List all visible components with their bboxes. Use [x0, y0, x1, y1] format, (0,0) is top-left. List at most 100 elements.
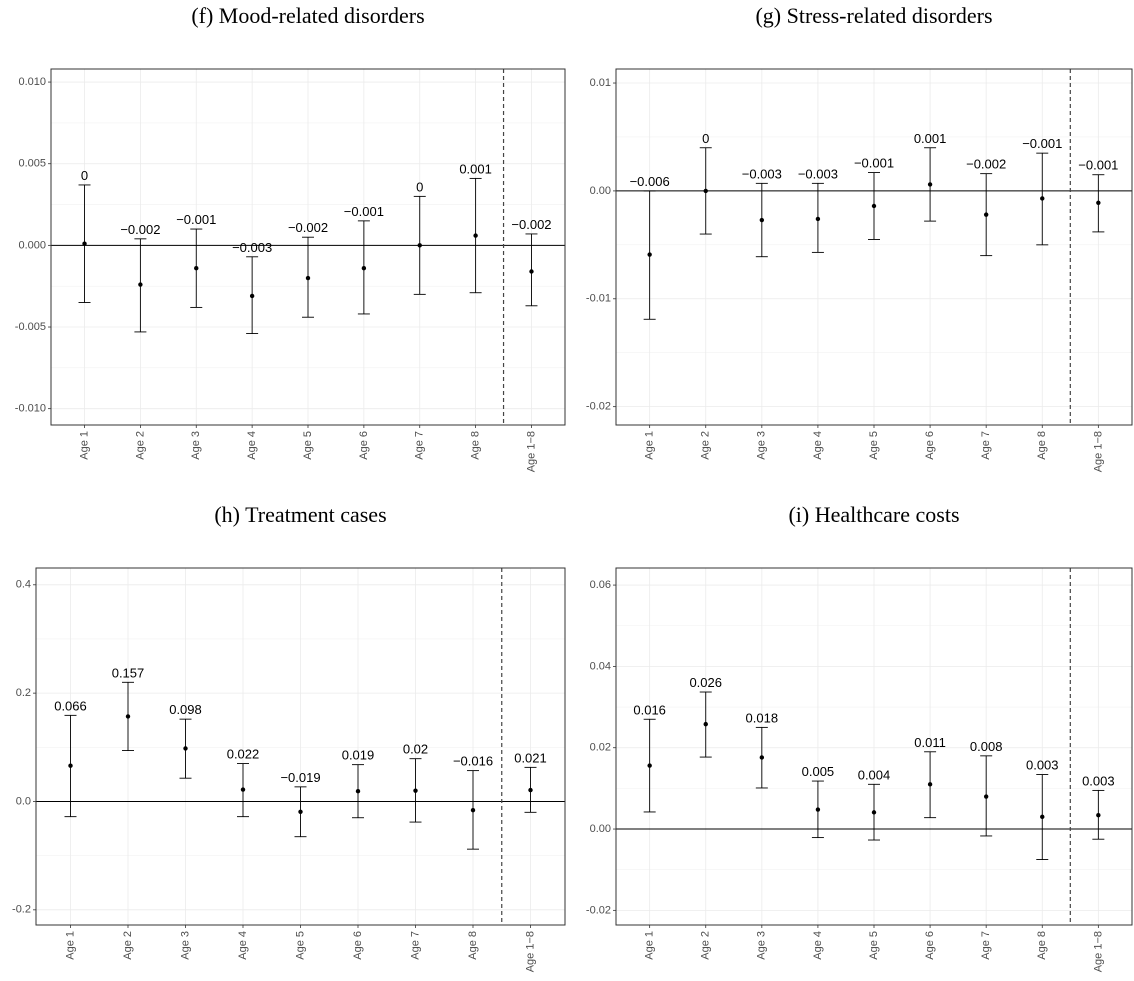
- point: [1040, 814, 1045, 820]
- value-label: 0.021: [514, 750, 547, 765]
- point: [82, 241, 87, 246]
- value-label: 0.022: [227, 747, 260, 762]
- point: [759, 755, 765, 760]
- point: [473, 233, 478, 238]
- point: [927, 182, 933, 187]
- value-label: −0.019: [280, 770, 320, 785]
- x-tick-label: Age 4: [237, 931, 249, 960]
- point: [298, 809, 303, 814]
- point: [647, 252, 652, 257]
- x-tick-label: Age 8: [467, 931, 479, 960]
- point: [1096, 200, 1101, 205]
- y-tick-label: -0.02: [586, 401, 611, 413]
- x-tick-label: Age 8: [1036, 931, 1048, 960]
- x-tick-label: Age 1: [644, 931, 656, 960]
- point: [759, 217, 765, 223]
- point: [703, 188, 708, 194]
- value-label: −0.002: [120, 222, 160, 237]
- x-tick-label: Age 2: [122, 931, 134, 960]
- x-tick-label: Age 6: [358, 431, 370, 460]
- value-label: −0.001: [1022, 136, 1062, 151]
- value-label: 0.005: [802, 764, 835, 779]
- value-label: 0.004: [858, 767, 891, 782]
- y-tick-label: -0.010: [15, 403, 46, 415]
- value-label: 0.011: [914, 735, 946, 750]
- y-tick-label: -0.2: [12, 904, 31, 916]
- point: [470, 807, 476, 813]
- y-tick-label: 0.00: [590, 823, 611, 835]
- value-label: 0: [416, 179, 423, 194]
- x-tick-label: Age 8: [1036, 431, 1048, 460]
- x-tick-label: Age 7: [414, 431, 426, 460]
- x-tick-label: Age 7: [980, 931, 992, 960]
- y-tick-label: -0.02: [586, 904, 611, 916]
- x-tick-label: Age 4: [812, 931, 824, 960]
- point: [68, 763, 73, 768]
- point: [417, 243, 422, 248]
- y-tick-label: 0.01: [590, 77, 611, 89]
- x-tick-label: Age 7: [980, 431, 992, 460]
- point: [927, 782, 933, 787]
- x-tick-label: Age 1−8: [1092, 431, 1104, 472]
- point: [871, 203, 877, 209]
- value-label: 0.001: [914, 131, 947, 146]
- x-tick-label: Age 5: [868, 931, 880, 960]
- value-label: 0.001: [459, 161, 492, 176]
- y-tick-label: 0.06: [590, 579, 611, 591]
- value-label: 0.157: [112, 665, 145, 680]
- value-label: 0: [702, 131, 709, 146]
- x-tick-label: Age 6: [352, 931, 364, 960]
- value-label: −0.003: [798, 166, 838, 181]
- x-tick-label: Age 5: [294, 931, 306, 960]
- x-tick-label: Age 6: [924, 931, 936, 960]
- point: [528, 787, 533, 793]
- value-label: 0.003: [1026, 758, 1059, 773]
- value-label: −0.006: [630, 174, 670, 189]
- point: [815, 807, 821, 812]
- point: [983, 212, 989, 217]
- value-label: 0.003: [1082, 773, 1115, 788]
- point: [183, 746, 188, 751]
- y-tick-label: 0.010: [18, 76, 46, 88]
- point: [125, 714, 131, 719]
- point: [249, 293, 255, 299]
- panel-border: [615, 68, 1133, 426]
- point: [529, 269, 534, 274]
- point: [815, 216, 821, 222]
- value-label: 0.016: [633, 702, 666, 717]
- value-label: 0.008: [970, 739, 1003, 754]
- x-tick-label: Age 1: [78, 431, 90, 460]
- value-label: −0.001: [1078, 158, 1118, 173]
- x-tick-label: Age 8: [470, 431, 482, 460]
- value-label: 0.019: [342, 748, 375, 763]
- y-tick-label: 0.00: [590, 185, 611, 197]
- point: [355, 788, 361, 794]
- value-label: 0.026: [689, 675, 722, 690]
- x-tick-label: Age 7: [409, 931, 421, 960]
- value-label: −0.001: [344, 204, 384, 219]
- value-label: −0.003: [742, 166, 782, 181]
- value-label: 0.02: [403, 742, 428, 757]
- point: [138, 282, 143, 287]
- point: [703, 721, 708, 727]
- x-tick-label: Age 2: [134, 431, 146, 460]
- x-tick-label: Age 5: [868, 431, 880, 460]
- y-tick-label: -0.01: [586, 293, 611, 305]
- value-label: −0.003: [232, 240, 272, 255]
- value-label: −0.016: [453, 754, 493, 769]
- value-label: −0.001: [176, 212, 216, 227]
- x-tick-label: Age 4: [812, 431, 824, 460]
- point: [1040, 196, 1045, 201]
- x-tick-label: Age 3: [190, 431, 202, 460]
- value-label: −0.002: [511, 217, 551, 232]
- panel-title: (f) Mood-related disorders: [191, 3, 424, 28]
- y-tick-label: 0.005: [18, 158, 46, 170]
- point: [647, 763, 652, 768]
- value-label: 0.098: [169, 702, 202, 717]
- x-tick-label: Age 1: [644, 431, 656, 460]
- x-tick-label: Age 3: [756, 431, 768, 460]
- value-label: 0.018: [746, 710, 779, 725]
- point: [305, 275, 311, 281]
- x-tick-label: Age 3: [179, 931, 191, 960]
- x-tick-label: Age 2: [700, 931, 712, 960]
